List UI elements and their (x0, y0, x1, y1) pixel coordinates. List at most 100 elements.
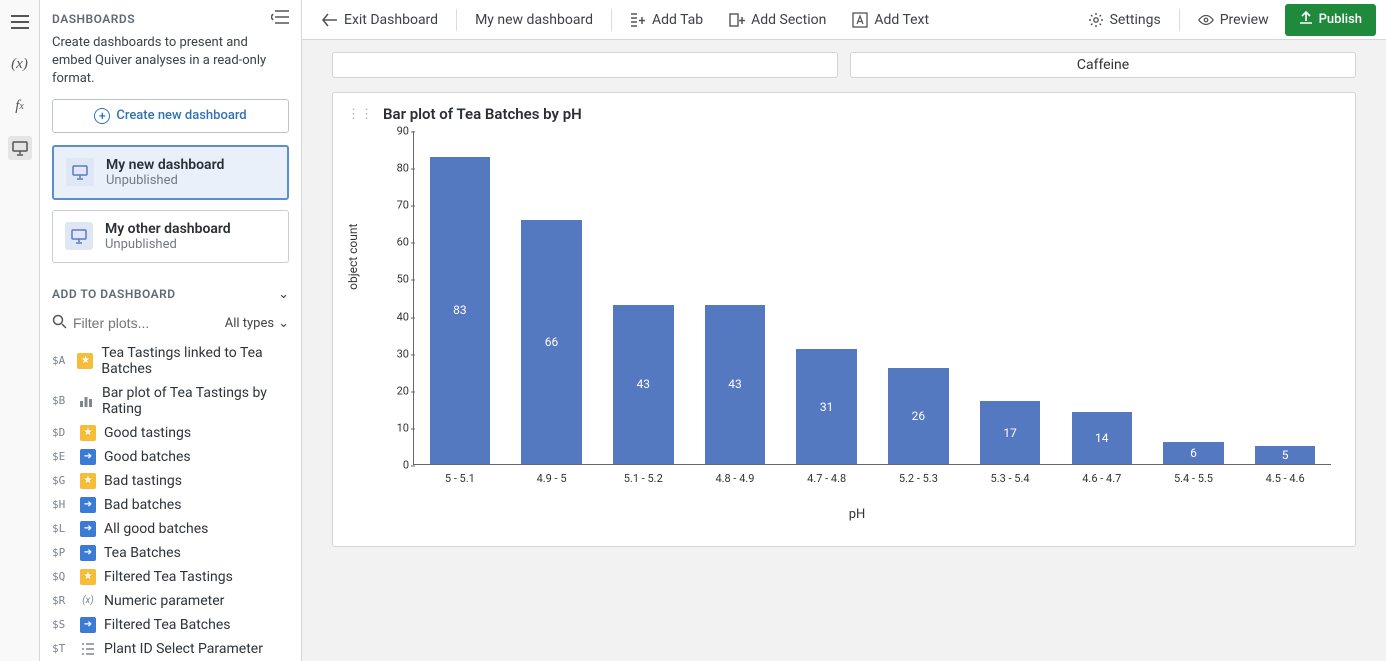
bar[interactable]: 26 (888, 368, 949, 464)
bar-slot: 65.4 - 5.5 (1148, 131, 1240, 464)
plot-id: $R (52, 594, 72, 607)
plot-label: Plant ID Select Parameter (104, 641, 263, 657)
left-rail: (x) fx (0, 0, 40, 661)
x-tick: 4.8 - 4.9 (715, 472, 754, 485)
fx-icon[interactable]: fx (8, 94, 32, 118)
plot-label: Bad batches (104, 497, 181, 513)
plot-id: $Q (52, 570, 72, 583)
plot-label: All good batches (104, 521, 208, 537)
plot-list-item[interactable]: $E➜Good batches (40, 445, 301, 469)
y-tick: 90 (397, 125, 409, 138)
plot-list-item[interactable]: $T Plant ID Select Parameter (40, 637, 301, 661)
filter-plots-input[interactable] (73, 315, 219, 331)
plot-list-item[interactable]: $L➜All good batches (40, 517, 301, 541)
dashboard-card[interactable]: My new dashboard Unpublished (52, 145, 289, 200)
bar-slot: 434.8 - 4.9 (689, 131, 781, 464)
bar[interactable]: 43 (705, 305, 766, 464)
plot-id: $P (52, 546, 72, 559)
plot-list-item[interactable]: $P➜Tea Batches (40, 541, 301, 565)
plot-id: $A (52, 354, 69, 367)
add-tab-label: Add Tab (652, 12, 703, 28)
dashboard-status: Unpublished (105, 237, 231, 252)
add-text-icon (852, 12, 868, 28)
types-dropdown[interactable]: All types ⌄ (225, 316, 289, 331)
upload-icon (1299, 11, 1313, 29)
plot-list-item[interactable]: $G★Bad tastings (40, 469, 301, 493)
mini-card[interactable]: Caffeine (850, 52, 1356, 78)
bar-slot: 175.3 - 5.4 (964, 131, 1056, 464)
bar-value: 26 (912, 409, 926, 423)
collapse-sidebar-icon[interactable] (271, 10, 289, 28)
bar-slot: 835 - 5.1 (414, 131, 506, 464)
plot-list-item[interactable]: $R(x)Numeric parameter (40, 589, 301, 613)
y-tick: 10 (397, 421, 409, 434)
plot-id: $T (52, 642, 72, 655)
plot-id: $D (52, 426, 72, 439)
settings-label: Settings (1110, 12, 1161, 28)
preview-button[interactable]: Preview (1188, 6, 1279, 34)
add-to-dashboard-toggle[interactable]: ADD TO DASHBOARD ⌄ (40, 273, 301, 310)
plot-label: Good batches (104, 449, 191, 465)
mini-card[interactable] (332, 52, 838, 78)
search-icon (52, 314, 67, 333)
plot-list-item[interactable]: $B Bar plot of Tea Tastings by Rating (40, 381, 301, 421)
menu-icon[interactable] (8, 10, 32, 34)
y-tick: 60 (397, 236, 409, 249)
chevron-down-icon: ⌄ (278, 316, 289, 331)
bar[interactable]: 83 (430, 157, 491, 464)
eye-icon (1198, 12, 1214, 28)
plot-label: Good tastings (104, 425, 191, 441)
chart-title: Bar plot of Tea Batches by pH (383, 105, 582, 123)
settings-button[interactable]: Settings (1078, 6, 1171, 34)
drag-handle-icon[interactable]: ⋮⋮ (347, 107, 373, 122)
bar-slot: 144.6 - 4.7 (1056, 131, 1148, 464)
plot-list-item[interactable]: $H➜Bad batches (40, 493, 301, 517)
bar[interactable]: 5 (1255, 446, 1316, 464)
create-dashboard-button[interactable]: + Create new dashboard (52, 99, 289, 133)
bar[interactable]: 6 (1163, 442, 1224, 464)
add-section-button[interactable]: Add Section (719, 6, 836, 34)
y-tick: 70 (397, 199, 409, 212)
preview-label: Preview (1220, 12, 1269, 28)
plus-circle-icon: + (94, 108, 110, 124)
plot-id: $S (52, 618, 72, 631)
plot-list-item[interactable]: $D★Good tastings (40, 421, 301, 445)
add-text-button[interactable]: Add Text (842, 6, 939, 34)
x-tick: 4.7 - 4.8 (807, 472, 846, 485)
plot-list-item[interactable]: $S➜Filtered Tea Batches (40, 613, 301, 637)
exit-dashboard-button[interactable]: Exit Dashboard (312, 6, 448, 34)
x-tick: 4.9 - 5 (537, 472, 567, 485)
bar[interactable]: 31 (796, 349, 857, 464)
bar-value: 17 (1003, 426, 1017, 440)
create-dashboard-label: Create new dashboard (116, 108, 246, 123)
dashboard-card[interactable]: My other dashboard Unpublished (52, 210, 289, 263)
add-section-label: Add Section (751, 12, 826, 28)
publish-button[interactable]: Publish (1285, 4, 1376, 36)
plot-list-item[interactable]: $A★Tea Tastings linked to Tea Batches (40, 341, 301, 381)
bar-slot: 314.7 - 4.8 (781, 131, 873, 464)
main: Exit Dashboard My new dashboard Add Tab … (302, 0, 1386, 661)
add-text-label: Add Text (874, 12, 929, 28)
plot-label: Bar plot of Tea Tastings by Rating (102, 385, 289, 417)
chart-card: ⋮⋮ Bar plot of Tea Batches by pH object … (332, 92, 1356, 547)
plot-id: $B (52, 394, 70, 407)
plot-list-item[interactable]: $Q★Filtered Tea Tastings (40, 565, 301, 589)
bar[interactable]: 17 (980, 401, 1041, 464)
add-tab-button[interactable]: Add Tab (620, 6, 713, 34)
y-axis-label: object count (346, 224, 360, 290)
bar[interactable]: 66 (521, 220, 582, 464)
dashboard-name: My other dashboard (105, 221, 231, 237)
add-section-icon (729, 12, 745, 28)
bar[interactable]: 14 (1072, 412, 1133, 464)
variable-icon[interactable]: (x) (8, 52, 32, 76)
x-tick: 5.1 - 5.2 (624, 472, 663, 485)
sidebar-title: DASHBOARDS (52, 12, 135, 26)
plot-label: Bad tastings (104, 473, 182, 489)
breadcrumb[interactable]: My new dashboard (465, 6, 603, 34)
chevron-down-icon: ⌄ (278, 287, 289, 302)
plot-label: Tea Tastings linked to Tea Batches (101, 345, 289, 377)
bar[interactable]: 43 (613, 305, 674, 464)
plot-id: $L (52, 522, 72, 535)
present-icon[interactable] (8, 136, 32, 160)
y-tick: 30 (397, 347, 409, 360)
